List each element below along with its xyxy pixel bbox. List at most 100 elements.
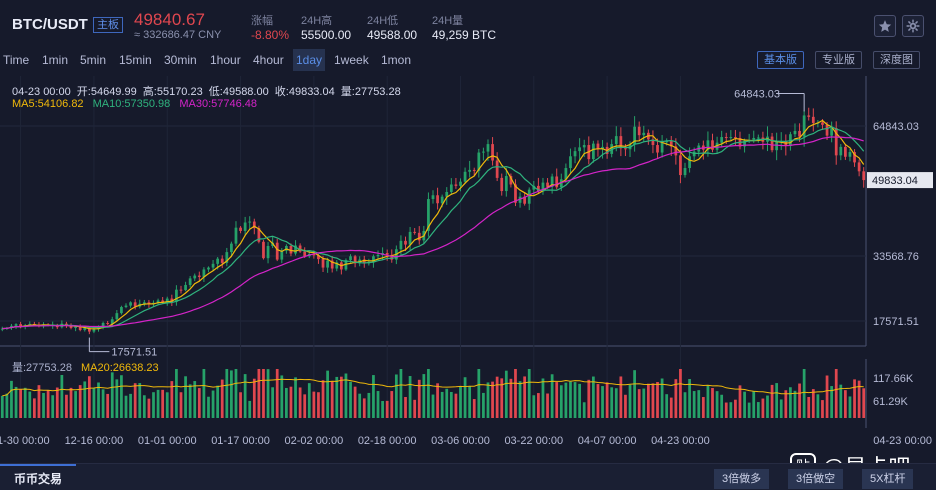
volume-bar (427, 369, 430, 418)
candle-body (87, 327, 91, 332)
footer-tab-spot[interactable]: 币币交易 (0, 464, 77, 490)
candle-body (184, 284, 187, 291)
view-depth-button[interactable]: 深度图 (873, 51, 920, 69)
leverage-long-button[interactable]: 3倍做多 (714, 469, 770, 489)
candle-body (821, 122, 824, 125)
timeframe-30min[interactable]: 30min (164, 53, 197, 67)
volume-bar (578, 383, 581, 418)
candle-body (862, 171, 866, 181)
kline-svg[interactable]: 64843.03 33568.76 17571.51 49833.04 117.66K 6… (0, 76, 936, 456)
timeframe-1hour[interactable]: 1hour (210, 53, 241, 67)
timeframe-time[interactable]: Time (3, 53, 30, 67)
volume-tick-label: 117.66K (873, 373, 914, 385)
volume-bar (692, 391, 696, 418)
candle-body (683, 168, 687, 176)
stat-change-label: 涨幅 (251, 15, 273, 27)
volume-bar (372, 375, 375, 418)
settings-button[interactable] (902, 15, 924, 37)
volume-bar (271, 387, 275, 418)
candle-body (720, 137, 724, 143)
candle-body (711, 140, 714, 150)
timeframe-1mon[interactable]: 1mon (381, 53, 412, 67)
timeframe-15min[interactable]: 15min (119, 53, 152, 67)
candle-body (532, 185, 536, 190)
candle-body (729, 137, 733, 139)
candle-body (706, 140, 710, 150)
volume-bar (789, 387, 792, 418)
timeframe-1week[interactable]: 1week (334, 53, 369, 67)
current-price-label: 49833.04 (872, 175, 918, 187)
ohlc-readout: 04-23 00:00 开:54649.99 高:55170.23 低:4958… (12, 83, 404, 99)
volume-bar (243, 374, 247, 418)
ma30-line (2, 136, 864, 330)
candle-body (225, 252, 229, 263)
timeframe-1min[interactable]: 1min (42, 53, 69, 67)
price-tick-label: 64843.03 (873, 121, 919, 133)
volume-bar (404, 397, 407, 418)
volume-bar (766, 395, 769, 418)
volume-bar (477, 369, 481, 418)
market-header: BTC/USDT 主板 49840.67 ≈ 332686.47 CNY 涨幅 … (0, 0, 936, 46)
candle-body (449, 184, 453, 192)
ma5-line (2, 119, 865, 330)
x-tick-label: 02-02 00:00 (285, 435, 344, 447)
candle-body (10, 325, 13, 328)
candle-body (0, 328, 4, 330)
ohlc-close: 收:49833.04 (274, 86, 335, 98)
volume-bar (445, 388, 449, 418)
volume-bar (834, 369, 838, 418)
candle-body (509, 176, 513, 185)
volume-bar (417, 379, 421, 418)
volume-bar (142, 395, 146, 418)
volume-bar (165, 392, 169, 418)
candle-body (285, 245, 288, 251)
candle-body (202, 269, 206, 277)
timeframe-4hour[interactable]: 4hour (253, 53, 284, 67)
candle-body (211, 263, 215, 268)
timeframe-1day[interactable]: 1day (293, 49, 326, 71)
candle-body (294, 245, 297, 254)
volume-bar (491, 381, 494, 418)
stat-low: 24H低 49588.00 (367, 12, 417, 42)
candle-body (404, 240, 407, 245)
kline-chart[interactable]: 64843.03 33568.76 17571.51 49833.04 117.66K 6… (0, 76, 936, 456)
timeframe-5min[interactable]: 5min (80, 53, 107, 67)
volume-bar (184, 376, 187, 418)
volume-bar (317, 392, 320, 418)
leverage-5x-button[interactable]: 5X杠杆 (862, 469, 914, 489)
candle-body (197, 275, 201, 277)
candle-body (756, 137, 760, 139)
candle-body (124, 305, 128, 308)
volume-bar (110, 372, 114, 418)
price-tick-label: 33568.76 (873, 251, 919, 263)
max-annotation-label: 64843.03 (734, 88, 780, 100)
volume-value: 量:27753.28 (12, 362, 72, 374)
leverage-short-button[interactable]: 3倍做空 (788, 469, 844, 489)
min-annotation-label: 17571.51 (111, 347, 157, 359)
candle-body (120, 307, 123, 314)
favorite-button[interactable] (874, 15, 896, 37)
candle-body (724, 137, 728, 139)
candle-body (491, 144, 494, 161)
candle-body (179, 289, 183, 291)
view-basic-button[interactable]: 基本版 (757, 51, 804, 69)
candle-body (633, 126, 636, 145)
candle-body (280, 250, 284, 260)
trading-pair[interactable]: BTC/USDT (12, 16, 88, 33)
candle-body (793, 130, 797, 135)
candle-body (275, 242, 279, 260)
volume-bar (747, 402, 751, 418)
volume-bar (14, 386, 18, 418)
stat-high-label: 24H高 (301, 15, 333, 27)
volume-bar (857, 380, 861, 418)
candle-body (110, 319, 114, 324)
candle-body (330, 260, 334, 269)
volume-bar (472, 399, 476, 418)
candle-body (69, 325, 73, 328)
gear-icon (906, 19, 920, 33)
footer-bar: 币币交易 3倍做多 3倍做空 5X杠杆 (0, 463, 936, 490)
candle-body (207, 267, 210, 270)
volume-bar (830, 386, 834, 418)
view-pro-button[interactable]: 专业版 (815, 51, 862, 69)
candle-body (798, 130, 801, 137)
